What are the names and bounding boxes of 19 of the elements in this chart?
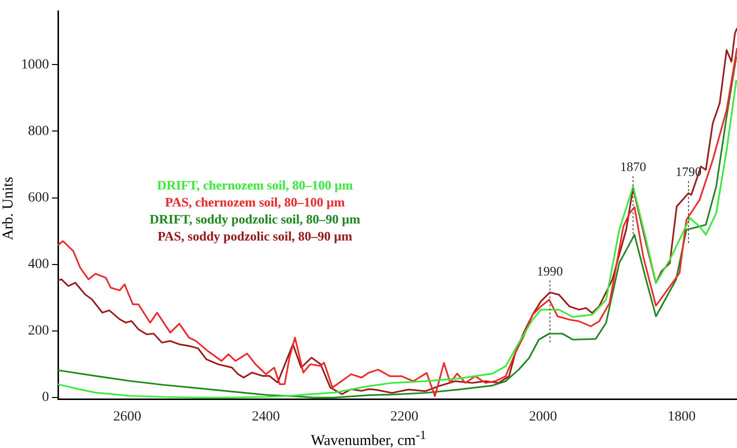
x-tick-label: 2200 bbox=[390, 409, 418, 424]
y-tick-label: 200 bbox=[28, 324, 49, 339]
x-tick-label: 2000 bbox=[529, 409, 557, 424]
annotation: 1990 bbox=[536, 263, 563, 278]
y-tick-label: 0 bbox=[42, 390, 49, 406]
text: PAS, chernozem soil, 80–100 µm bbox=[164, 194, 345, 210]
y-tick-label: 600 bbox=[28, 190, 49, 206]
y-axis-title: Arb. Units bbox=[0, 176, 18, 242]
y-tick-label: 400 bbox=[28, 257, 49, 272]
y-tick-label: 1000 bbox=[21, 57, 49, 72]
x-axis-title: Wavenumber, cm$^{-1}$ bbox=[310, 428, 428, 448]
y-tick-label: 800 bbox=[28, 124, 49, 139]
text: PAS, soddy podzolic soil, 80–90 µm bbox=[158, 228, 352, 244]
x-tick-label: 2600 bbox=[113, 409, 142, 424]
x-tick-label: 2400 bbox=[252, 409, 280, 424]
text: DRIFT, chernozem soil, 80–100 µm bbox=[157, 177, 353, 192]
text: DRIFT, soddy podzolic soil, 80–90 µm bbox=[150, 211, 360, 226]
annotation: 1870 bbox=[620, 159, 646, 174]
x-tick-label: 1800 bbox=[668, 409, 696, 424]
